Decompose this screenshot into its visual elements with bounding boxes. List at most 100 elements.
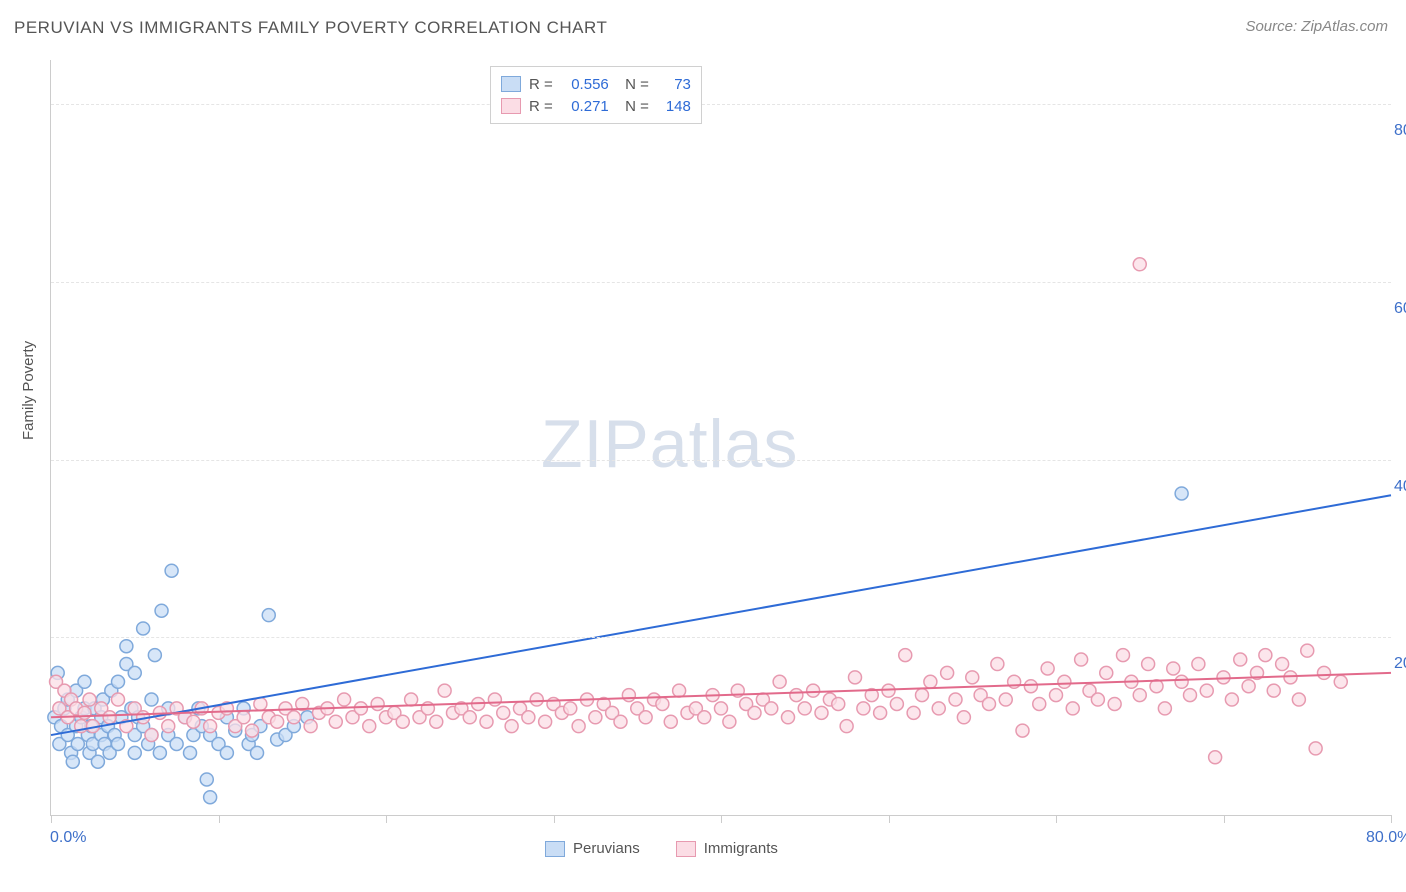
scatter-point bbox=[338, 693, 351, 706]
x-tick bbox=[554, 815, 555, 823]
scatter-point bbox=[572, 720, 585, 733]
scatter-point bbox=[287, 711, 300, 724]
scatter-point bbox=[463, 711, 476, 724]
scatter-point bbox=[237, 711, 250, 724]
scatter-point bbox=[1041, 662, 1054, 675]
scatter-point bbox=[765, 702, 778, 715]
scatter-point bbox=[698, 711, 711, 724]
scatter-point bbox=[204, 720, 217, 733]
scatter-point bbox=[1184, 689, 1197, 702]
scatter-point bbox=[137, 622, 150, 635]
chart-title: PERUVIAN VS IMMIGRANTS FAMILY POVERTY CO… bbox=[14, 18, 607, 38]
legend-stats-box: R = 0.556 N = 73 R = 0.271 N = 148 bbox=[490, 66, 702, 124]
scatter-point bbox=[983, 697, 996, 710]
scatter-point bbox=[798, 702, 811, 715]
scatter-point bbox=[1100, 666, 1113, 679]
scatter-point bbox=[78, 675, 91, 688]
grid-line-horizontal bbox=[51, 282, 1391, 283]
scatter-point bbox=[78, 706, 91, 719]
y-tick-label: 60.0% bbox=[1394, 300, 1406, 318]
scatter-point bbox=[145, 729, 158, 742]
y-tick-label: 40.0% bbox=[1394, 478, 1406, 496]
scatter-point bbox=[170, 737, 183, 750]
scatter-point bbox=[815, 706, 828, 719]
scatter-point bbox=[128, 666, 141, 679]
y-axis-label: Family Poverty bbox=[20, 341, 37, 440]
scatter-point bbox=[128, 746, 141, 759]
scatter-point bbox=[715, 702, 728, 715]
scatter-point bbox=[165, 564, 178, 577]
legend-item-immigrants: Immigrants bbox=[676, 840, 778, 857]
scatter-point bbox=[1242, 680, 1255, 693]
scatter-point bbox=[1066, 702, 1079, 715]
scatter-point bbox=[1050, 689, 1063, 702]
scatter-point bbox=[488, 693, 501, 706]
scatter-point bbox=[1091, 693, 1104, 706]
legend-label: Peruvians bbox=[573, 840, 640, 857]
scatter-point bbox=[246, 724, 259, 737]
legend-r-value: 0.556 bbox=[561, 76, 609, 93]
legend-r-value: 0.271 bbox=[561, 98, 609, 115]
legend-item-peruvians: Peruvians bbox=[545, 840, 640, 857]
x-tick bbox=[1056, 815, 1057, 823]
x-tick-label: 0.0% bbox=[50, 829, 86, 847]
scatter-point bbox=[148, 649, 161, 662]
scatter-point bbox=[354, 702, 367, 715]
scatter-point bbox=[371, 697, 384, 710]
scatter-point bbox=[155, 604, 168, 617]
scatter-point bbox=[1209, 751, 1222, 764]
legend-r-label: R = bbox=[529, 98, 553, 115]
x-tick bbox=[219, 815, 220, 823]
scatter-point bbox=[1301, 644, 1314, 657]
scatter-point bbox=[1234, 653, 1247, 666]
legend-swatch-immigrants bbox=[501, 98, 521, 114]
scatter-point bbox=[614, 715, 627, 728]
x-tick bbox=[386, 815, 387, 823]
scatter-point bbox=[1167, 662, 1180, 675]
scatter-point bbox=[622, 689, 635, 702]
scatter-point bbox=[200, 773, 213, 786]
scatter-point bbox=[1133, 689, 1146, 702]
scatter-point bbox=[664, 715, 677, 728]
scatter-point bbox=[530, 693, 543, 706]
legend-swatch-peruvians bbox=[501, 76, 521, 92]
scatter-point bbox=[932, 702, 945, 715]
scatter-point bbox=[748, 706, 761, 719]
scatter-point bbox=[857, 702, 870, 715]
scatter-point bbox=[849, 671, 862, 684]
scatter-point bbox=[1117, 649, 1130, 662]
scatter-point bbox=[1259, 649, 1272, 662]
scatter-point bbox=[438, 684, 451, 697]
scatter-point bbox=[271, 715, 284, 728]
scatter-point bbox=[807, 684, 820, 697]
scatter-point bbox=[957, 711, 970, 724]
legend-swatch-immigrants bbox=[676, 841, 696, 857]
scatter-point bbox=[329, 715, 342, 728]
scatter-point bbox=[1334, 675, 1347, 688]
scatter-point bbox=[1200, 684, 1213, 697]
scatter-point bbox=[907, 706, 920, 719]
scatter-point bbox=[187, 715, 200, 728]
scatter-point bbox=[790, 689, 803, 702]
scatter-point bbox=[1267, 684, 1280, 697]
scatter-point bbox=[251, 746, 264, 759]
scatter-point bbox=[1108, 697, 1121, 710]
x-tick bbox=[1391, 815, 1392, 823]
scatter-point bbox=[874, 706, 887, 719]
scatter-point bbox=[949, 693, 962, 706]
x-tick bbox=[1224, 815, 1225, 823]
scatter-point bbox=[1016, 724, 1029, 737]
x-tick bbox=[51, 815, 52, 823]
scatter-point bbox=[1292, 693, 1305, 706]
scatter-point bbox=[505, 720, 518, 733]
scatter-point bbox=[112, 737, 125, 750]
scatter-point bbox=[91, 755, 104, 768]
scatter-point bbox=[1318, 666, 1331, 679]
y-tick-label: 80.0% bbox=[1394, 122, 1406, 140]
scatter-point bbox=[924, 675, 937, 688]
legend-n-value: 148 bbox=[657, 98, 691, 115]
scatter-point bbox=[204, 791, 217, 804]
scatter-point bbox=[1225, 693, 1238, 706]
grid-line-horizontal bbox=[51, 460, 1391, 461]
scatter-point bbox=[1276, 658, 1289, 671]
